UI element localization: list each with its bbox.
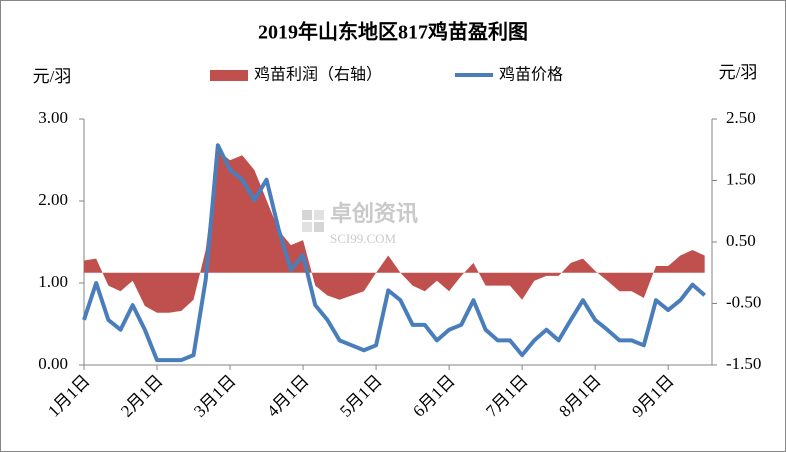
y2-tick-label: 1.50 — [726, 169, 756, 188]
y2-tick-label: 2.50 — [726, 108, 756, 127]
y-tick-label: 1.00 — [38, 272, 68, 291]
legend-label: 鸡苗利润（右轴） — [254, 66, 382, 84]
y2-tick-label: -0.50 — [726, 292, 761, 311]
y2-axis-title: 元/羽 — [719, 63, 758, 82]
watermark-text: 卓创资讯 — [330, 201, 418, 226]
y-tick-label: 2.00 — [38, 190, 68, 209]
watermark: 卓创资讯 SCI99.COM — [302, 201, 418, 246]
chart-title: 2019年山东地区817鸡苗盈利图 — [258, 20, 528, 44]
y-axis-title: 元/羽 — [33, 67, 72, 86]
legend-label: 鸡苗价格 — [499, 66, 563, 84]
legend-swatch — [210, 70, 248, 81]
watermark-icon — [302, 210, 312, 220]
y2-tick-label: 0.50 — [726, 231, 756, 250]
profit-area — [84, 150, 705, 313]
watermark-icon — [302, 222, 312, 232]
price-line — [82, 143, 706, 363]
y2-tick-label: -1.50 — [726, 354, 761, 373]
y-tick-label: 3.00 — [38, 108, 68, 127]
watermark-icon — [314, 222, 324, 232]
watermark-text: SCI99.COM — [330, 231, 397, 246]
watermark-icon — [314, 210, 324, 220]
y-tick-label: 0.00 — [38, 354, 68, 373]
